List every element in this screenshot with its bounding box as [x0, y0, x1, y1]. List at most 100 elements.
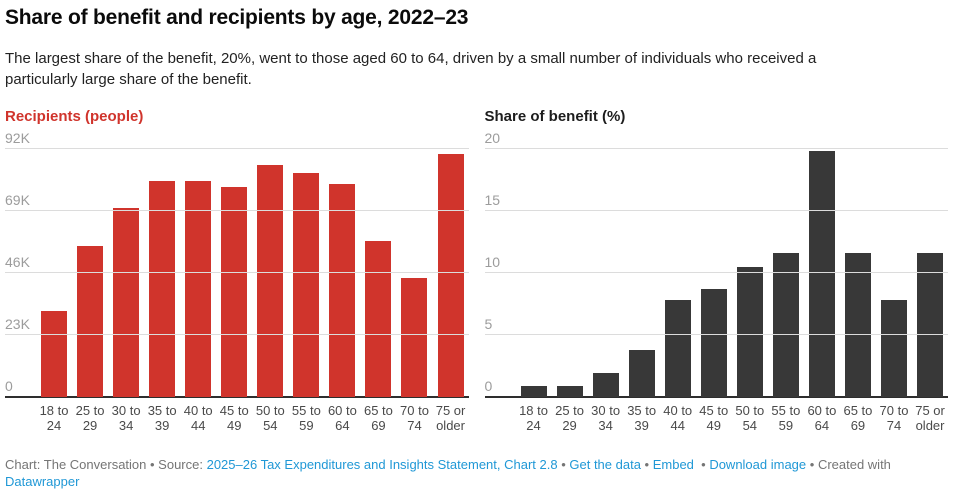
bar-slot	[876, 149, 912, 397]
gridline	[5, 210, 469, 211]
x-axis-category-label: 50 to 54	[255, 403, 285, 433]
y-axis-tick-label: 92K	[5, 130, 30, 146]
x-axis-category-label: 18 to 24	[39, 403, 69, 433]
bar-slot	[696, 149, 732, 397]
chart-bar-50-to-54	[736, 266, 763, 397]
bar-slot	[588, 149, 624, 397]
share-of-benefit-bars	[485, 149, 949, 397]
bar-slot	[732, 149, 768, 397]
x-axis-category-label: 30 to 34	[111, 403, 141, 433]
bar-slot	[324, 149, 360, 397]
footer-separator: •	[557, 457, 570, 472]
chart-bar-75-or-older	[437, 154, 464, 397]
bar-slot	[912, 149, 948, 397]
x-axis-category-label: 60 to 64	[327, 403, 357, 433]
gridline	[5, 272, 469, 273]
source-link[interactable]: 2025–26 Tax Expenditures and Insights St…	[206, 457, 558, 472]
x-axis-category-label: 65 to 69	[363, 403, 393, 433]
footer-separator: •	[806, 457, 818, 472]
bar-slot	[552, 149, 588, 397]
share-of-benefit-x-axis-labels: 18 to 24 25 to 29 30 to 34 35 to 39 40 to 44 45 to…	[485, 403, 949, 433]
x-axis-category-label: 70 to 74	[400, 403, 429, 433]
y-axis-tick-label: 5	[484, 316, 493, 332]
chart-bar-35-to-39	[149, 181, 176, 397]
y-axis-tick-label: 10	[484, 254, 501, 270]
chart-bar-18-to-24	[520, 385, 547, 397]
x-axis-category-label: 65 to 69	[843, 403, 873, 433]
gridline	[5, 334, 469, 335]
bar-slot	[72, 149, 108, 397]
bar-slot	[433, 149, 469, 397]
chart-bar-45-to-49	[700, 289, 727, 397]
recipients-x-axis-labels: 18 to 24 25 to 29 30 to 34 35 to 39 40 to 44 45 to…	[5, 403, 469, 433]
bar-slot	[396, 149, 432, 397]
footer: Chart: The Conversation • Source: 2025–2…	[5, 456, 945, 490]
x-axis-line	[5, 396, 469, 398]
embed-link[interactable]: Embed	[652, 457, 694, 472]
chart-bar-40-to-44	[664, 300, 691, 397]
footer-credit: Chart: The Conversation	[5, 457, 147, 472]
chart-bar-75-or-older	[917, 253, 944, 397]
chart-bar-65-to-69	[844, 253, 871, 397]
x-axis-category-label: 45 to 49	[699, 403, 729, 433]
footer-separator: •	[693, 457, 710, 472]
share-of-benefit-chart-title: Share of benefit (%)	[484, 108, 626, 125]
bar-slot	[108, 149, 144, 397]
x-axis-category-label: 75 or older	[915, 403, 945, 433]
charts-row: Recipients (people) 0 23K 46K 69K 92K 18 to 2…	[5, 108, 948, 433]
y-axis-tick-label: 20	[484, 130, 501, 146]
chart-bar-40-to-44	[185, 181, 212, 397]
x-axis-category-label: 55 to 59	[771, 403, 801, 433]
y-axis-tick-label: 0	[484, 378, 493, 394]
recipients-chart-title: Recipients (people)	[5, 108, 144, 125]
x-axis-line	[484, 396, 948, 398]
datawrapper-link[interactable]: Datawrapper	[5, 474, 80, 489]
recipients-chart: Recipients (people) 0 23K 46K 69K 92K 18 to 2…	[5, 108, 469, 433]
x-axis-category-label: 75 or older	[435, 403, 466, 433]
x-axis-category-label: 50 to 54	[735, 403, 765, 433]
x-axis-category-label: 25 to 29	[75, 403, 105, 433]
recipients-plot-area: 0 23K 46K 69K 92K	[5, 131, 469, 398]
bar-slot	[36, 149, 72, 397]
chart-bar-50-to-54	[257, 165, 284, 397]
download-image-link[interactable]: Download image	[709, 457, 807, 472]
gridline	[484, 334, 948, 335]
bar-slot	[804, 149, 840, 397]
x-axis-category-label: 35 to 39	[147, 403, 177, 433]
chart-bar-65-to-69	[365, 240, 392, 397]
gridline	[484, 210, 948, 211]
x-axis-category-label: 18 to 24	[519, 403, 548, 433]
bar-slot	[144, 149, 180, 397]
page-title: Share of benefit and recipients by age, …	[5, 6, 469, 29]
chart-bar-25-to-29	[77, 246, 104, 397]
y-axis-tick-label: 15	[484, 192, 501, 208]
bar-slot	[840, 149, 876, 397]
x-axis-category-label: 45 to 49	[219, 403, 249, 433]
chart-bar-30-to-34	[113, 208, 140, 397]
chart-bar-60-to-64	[808, 151, 835, 397]
bar-slot	[660, 149, 696, 397]
x-axis-category-label: 30 to 34	[591, 403, 621, 433]
y-axis-tick-label: 69K	[5, 192, 30, 208]
chart-bar-35-to-39	[628, 349, 655, 397]
footer-separator: •	[640, 457, 653, 472]
chart-bar-55-to-59	[293, 173, 320, 397]
y-axis-tick-label: 0	[5, 378, 13, 394]
y-axis-tick-label: 46K	[5, 254, 30, 270]
bar-slot	[360, 149, 396, 397]
bar-slot	[252, 149, 288, 397]
x-axis-category-label: 40 to 44	[183, 403, 213, 433]
gridline	[5, 148, 469, 149]
x-axis-category-label: 60 to 64	[807, 403, 837, 433]
x-axis-category-label: 70 to 74	[879, 403, 909, 433]
bar-slot	[216, 149, 252, 397]
x-axis-category-label: 25 to 29	[555, 403, 585, 433]
chart-bar-45-to-49	[221, 186, 248, 397]
share-of-benefit-chart: Share of benefit (%) 0 5 10 15 20 18 to 24 25 …	[484, 108, 949, 433]
get-the-data-link[interactable]: Get the data	[569, 457, 641, 472]
bar-slot	[516, 149, 552, 397]
bar-slot	[624, 149, 660, 397]
footer-created-with: Created with	[817, 457, 891, 472]
chart-bar-70-to-74	[880, 300, 907, 397]
